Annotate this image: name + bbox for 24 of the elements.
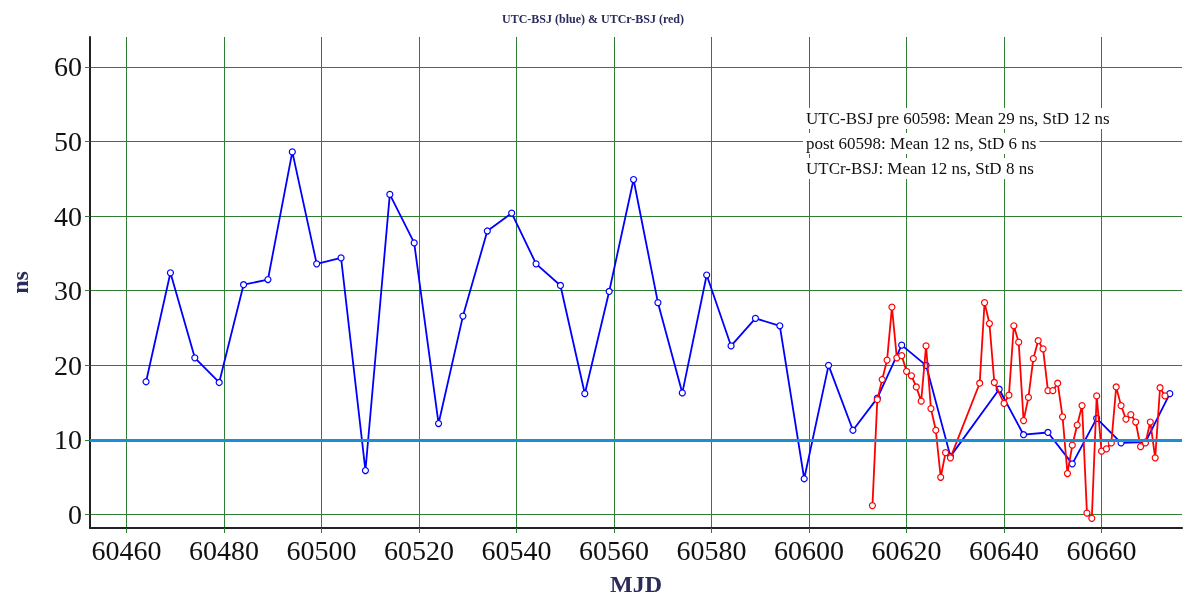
y-tick-label: 20	[54, 349, 82, 381]
y-tick-label: 30	[54, 275, 82, 307]
x-tick-label: 60560	[579, 534, 650, 566]
annotation: post 60598: Mean 12 ns, StD 6 ns	[806, 134, 1037, 153]
y-tick-label: 50	[54, 125, 82, 157]
y-axis-title: ns	[7, 271, 33, 294]
y-tick-label: 60	[54, 51, 82, 83]
x-tick-label: 60640	[969, 534, 1040, 566]
x-tick-label: 60580	[676, 534, 747, 566]
x-tick-label: 60660	[1066, 534, 1137, 566]
x-axis-title: MJD	[610, 571, 662, 597]
chart-title: UTC-BSJ (blue) & UTCr-BSJ (red)	[502, 12, 684, 26]
annotation: UTCr-BSJ: Mean 12 ns, StD 8 ns	[806, 159, 1034, 178]
x-tick-label: 60460	[91, 534, 162, 566]
x-tick-label: 60500	[286, 534, 357, 566]
x-tick-label: 60620	[871, 534, 942, 566]
x-tick-label: 60520	[384, 534, 455, 566]
y-tick-label: 0	[68, 499, 82, 531]
annotation: UTC-BSJ pre 60598: Mean 29 ns, StD 12 ns	[806, 109, 1110, 128]
x-tick-label: 60540	[481, 534, 552, 566]
x-tick-label: 60600	[774, 534, 845, 566]
y-tick-label: 40	[54, 200, 82, 232]
y-tick-label: 10	[54, 424, 82, 456]
x-tick-label: 60480	[189, 534, 260, 566]
